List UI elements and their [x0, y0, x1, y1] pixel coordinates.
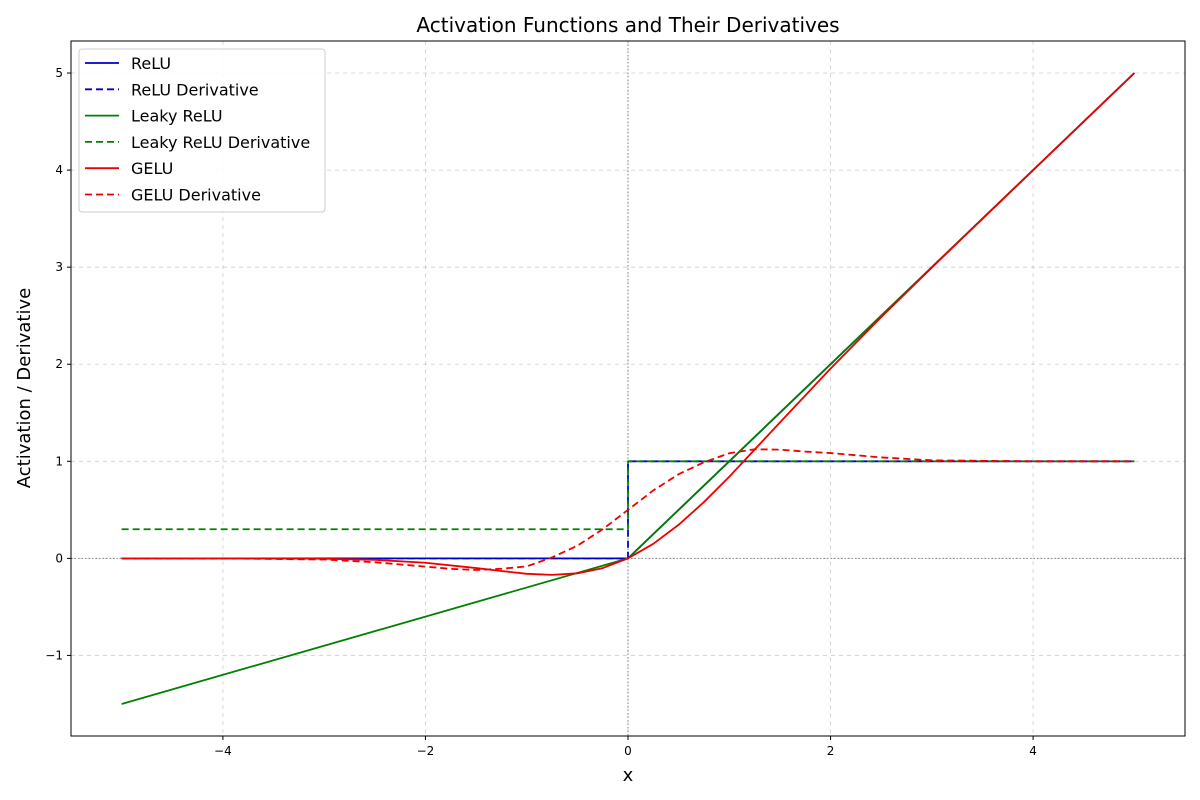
legend-label-5: GELU Derivative	[131, 186, 261, 205]
series-line-4	[121, 72, 1135, 576]
x-tick-label-4: 4	[1029, 744, 1037, 758]
legend-box	[78, 48, 326, 213]
series-line-3	[121, 460, 1135, 531]
y-tick-label-3: 2	[55, 357, 63, 371]
legend-label-4: GELU	[131, 159, 173, 178]
legend-label-0: ReLU	[131, 54, 171, 73]
y-tick-label-6: 5	[55, 66, 63, 80]
y-axis-label: Activation / Derivative	[14, 288, 35, 488]
x-axis-label: x	[623, 765, 634, 786]
y-tick-label-5: 4	[55, 163, 63, 177]
y-tick-label-1: 0	[55, 551, 63, 565]
x-tick-label-1: −2	[417, 744, 435, 758]
series-lines	[121, 72, 1135, 705]
x-tick-label-3: 2	[827, 744, 835, 758]
ticks: −4 −2 0 2 4 −1 0 1 2 3 4 5	[45, 66, 1037, 758]
x-tick-label-2: 0	[624, 744, 632, 758]
legend: ReLU ReLU Derivative Leaky ReLU Leaky ReLU …	[78, 48, 326, 213]
legend-label-1: ReLU Derivative	[131, 80, 259, 99]
legend-label-3: Leaky ReLU Derivative	[131, 133, 310, 152]
x-tick-label-0: −4	[214, 744, 232, 758]
chart-title: Activation Functions and Their Derivativ…	[416, 13, 839, 37]
y-tick-label-4: 3	[55, 260, 63, 274]
legend-label-2: Leaky ReLU	[131, 107, 223, 126]
y-tick-label-2: 1	[55, 454, 63, 468]
y-tick-label-0: −1	[45, 648, 63, 662]
series-line-5	[121, 448, 1135, 571]
